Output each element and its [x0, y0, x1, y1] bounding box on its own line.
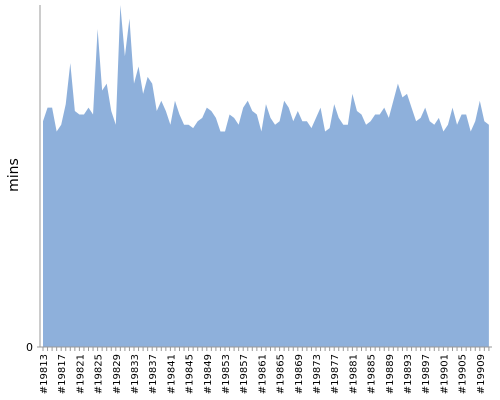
x-tick-label: #19909 [476, 354, 487, 394]
area [43, 5, 489, 347]
x-tick-label: #19825 [94, 354, 105, 394]
x-tick-label: #19829 [112, 354, 123, 394]
x-tick-label: #19889 [385, 354, 396, 394]
x-tick-label: #19853 [221, 354, 232, 394]
y-tick-label: 0 [26, 341, 33, 354]
x-tick-label: #19885 [367, 354, 378, 394]
x-tick-label: #19857 [239, 354, 250, 394]
x-tick-label: #19865 [276, 354, 287, 394]
x-tick-label: #19873 [312, 354, 323, 394]
x-tick-label: #19877 [330, 354, 341, 394]
x-tick-label: #19813 [39, 354, 50, 394]
x-tick-label: #19821 [75, 354, 86, 394]
x-tick-label: #19869 [294, 354, 305, 394]
x-tick-label: #19905 [458, 354, 469, 394]
x-tick-label: #19833 [130, 354, 141, 394]
x-tick-label: #19837 [148, 354, 159, 394]
x-tick-label: #19849 [203, 354, 214, 394]
x-tick-label: #19901 [439, 354, 450, 394]
x-tick-label: #19845 [185, 354, 196, 394]
x-tick-label: #19861 [257, 354, 268, 394]
x-tick-label: #19881 [348, 354, 359, 394]
x-tick-label: #19841 [166, 354, 177, 394]
x-tick-label: #19893 [403, 354, 414, 394]
x-tick-label: #19817 [57, 354, 68, 394]
x-tick-label: #19897 [421, 354, 432, 394]
y-axis-label: mins [6, 158, 22, 192]
